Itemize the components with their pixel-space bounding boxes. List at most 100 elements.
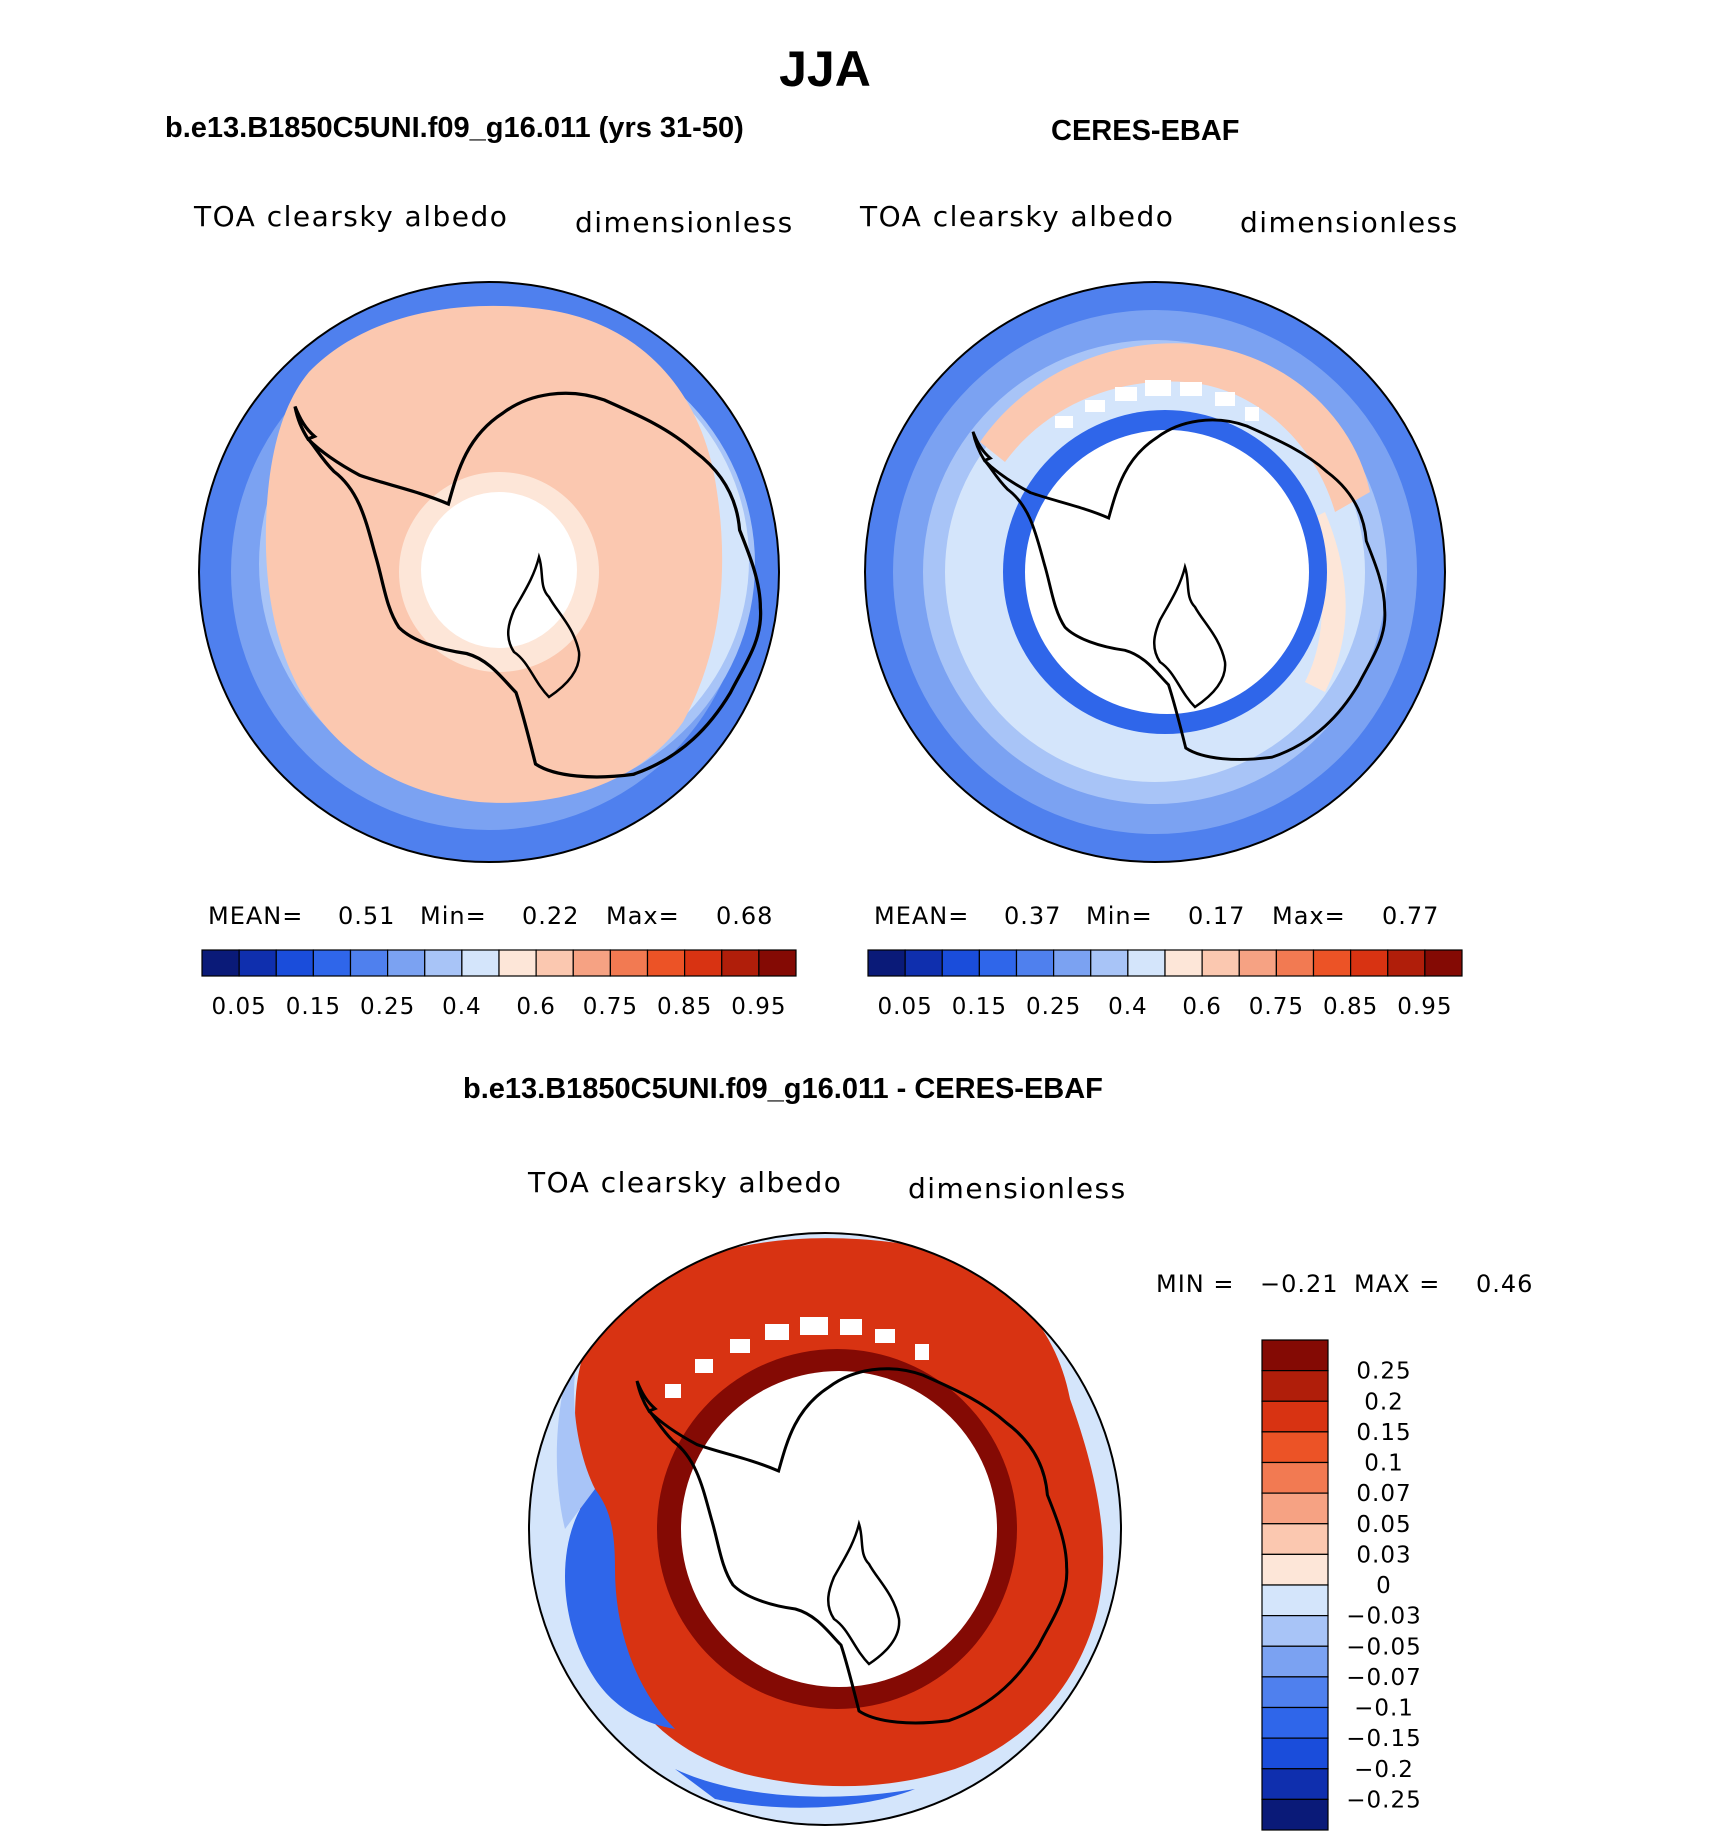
colorbar-swatch — [1261, 1737, 1329, 1770]
mean-value: 0.37 — [1004, 902, 1061, 930]
colorbar-swatch — [1261, 1645, 1329, 1678]
max-value: 0.68 — [716, 902, 773, 930]
colorbar-swatch — [1350, 949, 1389, 977]
colorbar-tick-label: 0.15 — [1356, 1420, 1411, 1446]
colorbar-swatch — [1261, 1615, 1329, 1647]
colorbar-swatch — [1275, 949, 1315, 977]
panel-1-title: b.e13.B1850C5UNI.f09_g16.011 (yrs 31-50) — [165, 112, 744, 144]
min-value: 0.22 — [522, 902, 579, 930]
colorbar-swatch — [424, 949, 463, 977]
colorbar-tick-label: −0.1 — [1354, 1696, 1414, 1722]
max-label: Max= — [1272, 902, 1346, 930]
colorbar-swatch — [978, 949, 1018, 977]
colorbar-tick-label: 0.05 — [878, 994, 933, 1020]
colorbar-swatch — [1261, 1768, 1329, 1800]
colorbar-swatch — [1015, 949, 1055, 977]
missing-interior — [1025, 430, 1309, 714]
colorbar-swatch — [1261, 1461, 1329, 1494]
colorbar-swatch — [1238, 949, 1277, 977]
map-model — [198, 281, 780, 863]
diff-title: b.e13.B1850C5UNI.f09_g16.011 - CERES-EBA… — [463, 1073, 1103, 1105]
min-value: 0.17 — [1188, 902, 1245, 930]
map-difference — [528, 1232, 1122, 1826]
colorbar-swatch — [721, 949, 760, 977]
colorbar-swatch — [1127, 949, 1166, 977]
diff-min-label: MIN = — [1156, 1270, 1234, 1298]
diff-blue-lobe-bottom — [675, 1769, 915, 1808]
colorbar-tick-label: 0.85 — [1323, 994, 1378, 1020]
colorbar-difference: 0.25 0.2 0.15 0.1 0.07 0.05 0.03 0 −0.03 −0.05 −0.… — [1261, 1339, 1421, 1831]
colorbar-swatch — [349, 949, 389, 977]
min-label: Min= — [1086, 902, 1153, 930]
missing-pole — [421, 492, 577, 648]
colorbar-tick-label: 0.4 — [1108, 994, 1148, 1020]
diff-missing-patches — [665, 1317, 929, 1398]
colorbar-tick-label: −0.15 — [1346, 1726, 1421, 1752]
panel-2-variable: TOA clearsky albedo — [860, 200, 1175, 233]
diff-blue-lobe-left — [565, 1489, 675, 1729]
colorbar-tick-label: 0.05 — [212, 994, 267, 1020]
colorbar-tick-label: 0.75 — [583, 994, 638, 1020]
colorbar-tick-label: 0.6 — [1182, 994, 1222, 1020]
colorbar-tick-label: 0.95 — [1397, 994, 1452, 1020]
colorbar-swatch — [275, 949, 314, 977]
colorbar-swatch — [609, 949, 649, 977]
colorbar-swatch — [1261, 1584, 1329, 1617]
colorbar-swatch — [1164, 949, 1203, 977]
min-label: Min= — [420, 902, 487, 930]
colorbar-tick-label: 0.4 — [442, 994, 482, 1020]
diff-missing-interior — [681, 1371, 997, 1687]
colorbar-tick-label: 0 — [1376, 1573, 1392, 1599]
colorbar-tick-label: 0.1 — [1364, 1451, 1404, 1477]
colorbar-swatch — [201, 949, 240, 977]
colorbar-swatch — [646, 949, 686, 977]
colorbar-swatch — [1261, 1492, 1329, 1525]
colorbar-swatch — [684, 949, 723, 977]
diff-min-max: MIN = −0.21 MAX = 0.46 — [1156, 1270, 1533, 1298]
mean-label: MEAN= — [874, 902, 969, 930]
colorbar-swatch — [1261, 1523, 1329, 1555]
colorbar-swatch — [1261, 1553, 1329, 1586]
colorbar-model: 0.05 0.15 0.25 0.4 0.6 0.75 0.85 0.95 — [201, 949, 797, 1020]
colorbar-swatch — [941, 949, 980, 977]
mean-value: 0.51 — [338, 902, 395, 930]
diff-units: dimensionless — [908, 1172, 1127, 1205]
colorbar-tick-label: 0.25 — [1356, 1359, 1411, 1385]
colorbar-swatch — [387, 949, 426, 977]
colorbar-swatch — [1261, 1706, 1329, 1739]
colorbar-swatch — [238, 949, 277, 977]
colorbar-tick-label: 0.07 — [1356, 1481, 1411, 1507]
colorbar-tick-label: 0.2 — [1364, 1389, 1404, 1415]
cream-arc — [1305, 512, 1346, 692]
colorbar-swatch — [1201, 949, 1240, 977]
peach-arc — [980, 343, 1370, 512]
max-label: Max= — [606, 902, 680, 930]
colorbar-swatch — [1090, 949, 1129, 977]
colorbar-swatch — [1261, 1798, 1329, 1831]
colorbar-swatch — [904, 949, 943, 977]
colorbar-tick-label: 0.25 — [360, 994, 415, 1020]
diff-max-value: 0.46 — [1476, 1270, 1533, 1298]
colorbar-tick-label: 0.25 — [1026, 994, 1081, 1020]
max-value: 0.77 — [1382, 902, 1439, 930]
colorbar-swatch — [1053, 949, 1092, 977]
diff-max-label: MAX = — [1354, 1270, 1440, 1298]
colorbar-swatch — [572, 949, 611, 977]
colorbar-swatch — [1261, 1431, 1329, 1464]
colorbar-tick-label: −0.25 — [1346, 1787, 1421, 1813]
missing-patches — [1055, 380, 1259, 428]
colorbar-tick-label: −0.2 — [1354, 1757, 1414, 1783]
colorbar-swatch — [498, 949, 537, 977]
colorbar-tick-label: 0.75 — [1249, 994, 1304, 1020]
colorbar-swatch — [1261, 1676, 1329, 1709]
colorbar-tick-label: −0.03 — [1346, 1604, 1421, 1630]
diff-variable: TOA clearsky albedo — [528, 1166, 843, 1199]
colorbar-swatch — [312, 949, 352, 977]
colorbar-swatch — [1261, 1339, 1329, 1372]
colorbar-tick-label: 0.85 — [657, 994, 712, 1020]
diff-min-value: −0.21 — [1260, 1270, 1339, 1298]
colorbar-swatch — [758, 949, 797, 977]
colorbar-tick-label: −0.07 — [1346, 1665, 1421, 1691]
mean-label: MEAN= — [208, 902, 303, 930]
panel-2-units: dimensionless — [1240, 206, 1459, 239]
